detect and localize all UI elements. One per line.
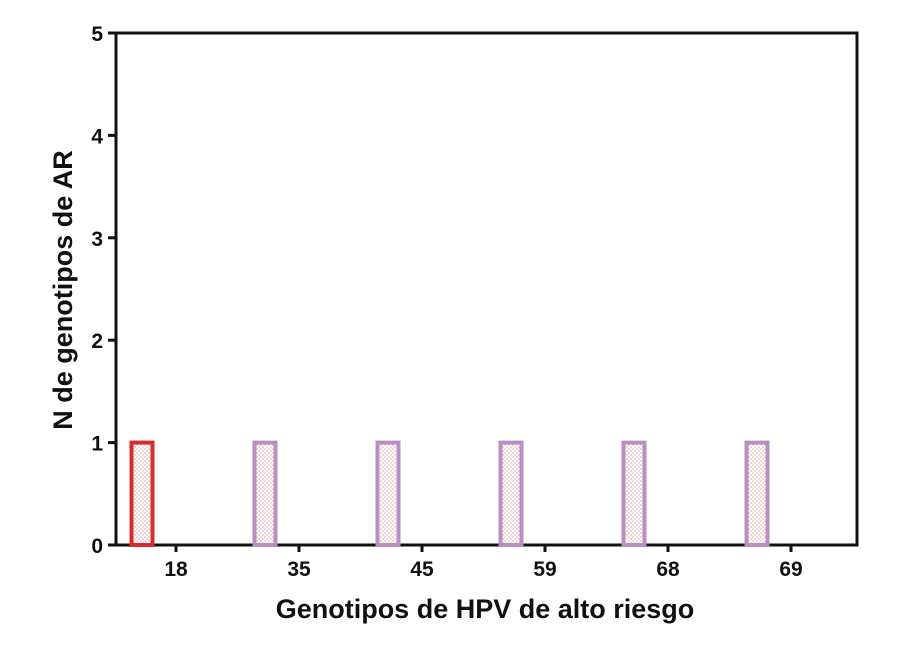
y-tick-label: 1 <box>91 433 103 456</box>
bar-45 <box>375 440 401 548</box>
x-tick-label: 45 <box>410 558 434 581</box>
x-axis-title: Genotipos de HPV de alto riesgo <box>276 594 695 624</box>
bar-18 <box>129 440 155 548</box>
x-tick-label: 35 <box>287 558 311 581</box>
y-tick-label: 5 <box>91 23 103 46</box>
bar-59 <box>498 440 524 548</box>
x-tick-label: 69 <box>779 558 802 581</box>
plot-area-frame <box>114 31 859 547</box>
bar-68 <box>621 440 647 548</box>
x-tick-label: 18 <box>164 558 188 581</box>
y-axis-title: N de genotipos de AR <box>48 150 78 430</box>
y-tick-label: 4 <box>91 125 103 148</box>
y-tick-label: 3 <box>91 228 103 251</box>
x-tick-label: 59 <box>533 558 556 581</box>
y-tick-label: 2 <box>91 330 103 353</box>
bar-35 <box>252 440 278 548</box>
y-tick-label: 0 <box>91 535 103 558</box>
x-tick-label: 68 <box>656 558 680 581</box>
bar-69 <box>744 440 770 548</box>
